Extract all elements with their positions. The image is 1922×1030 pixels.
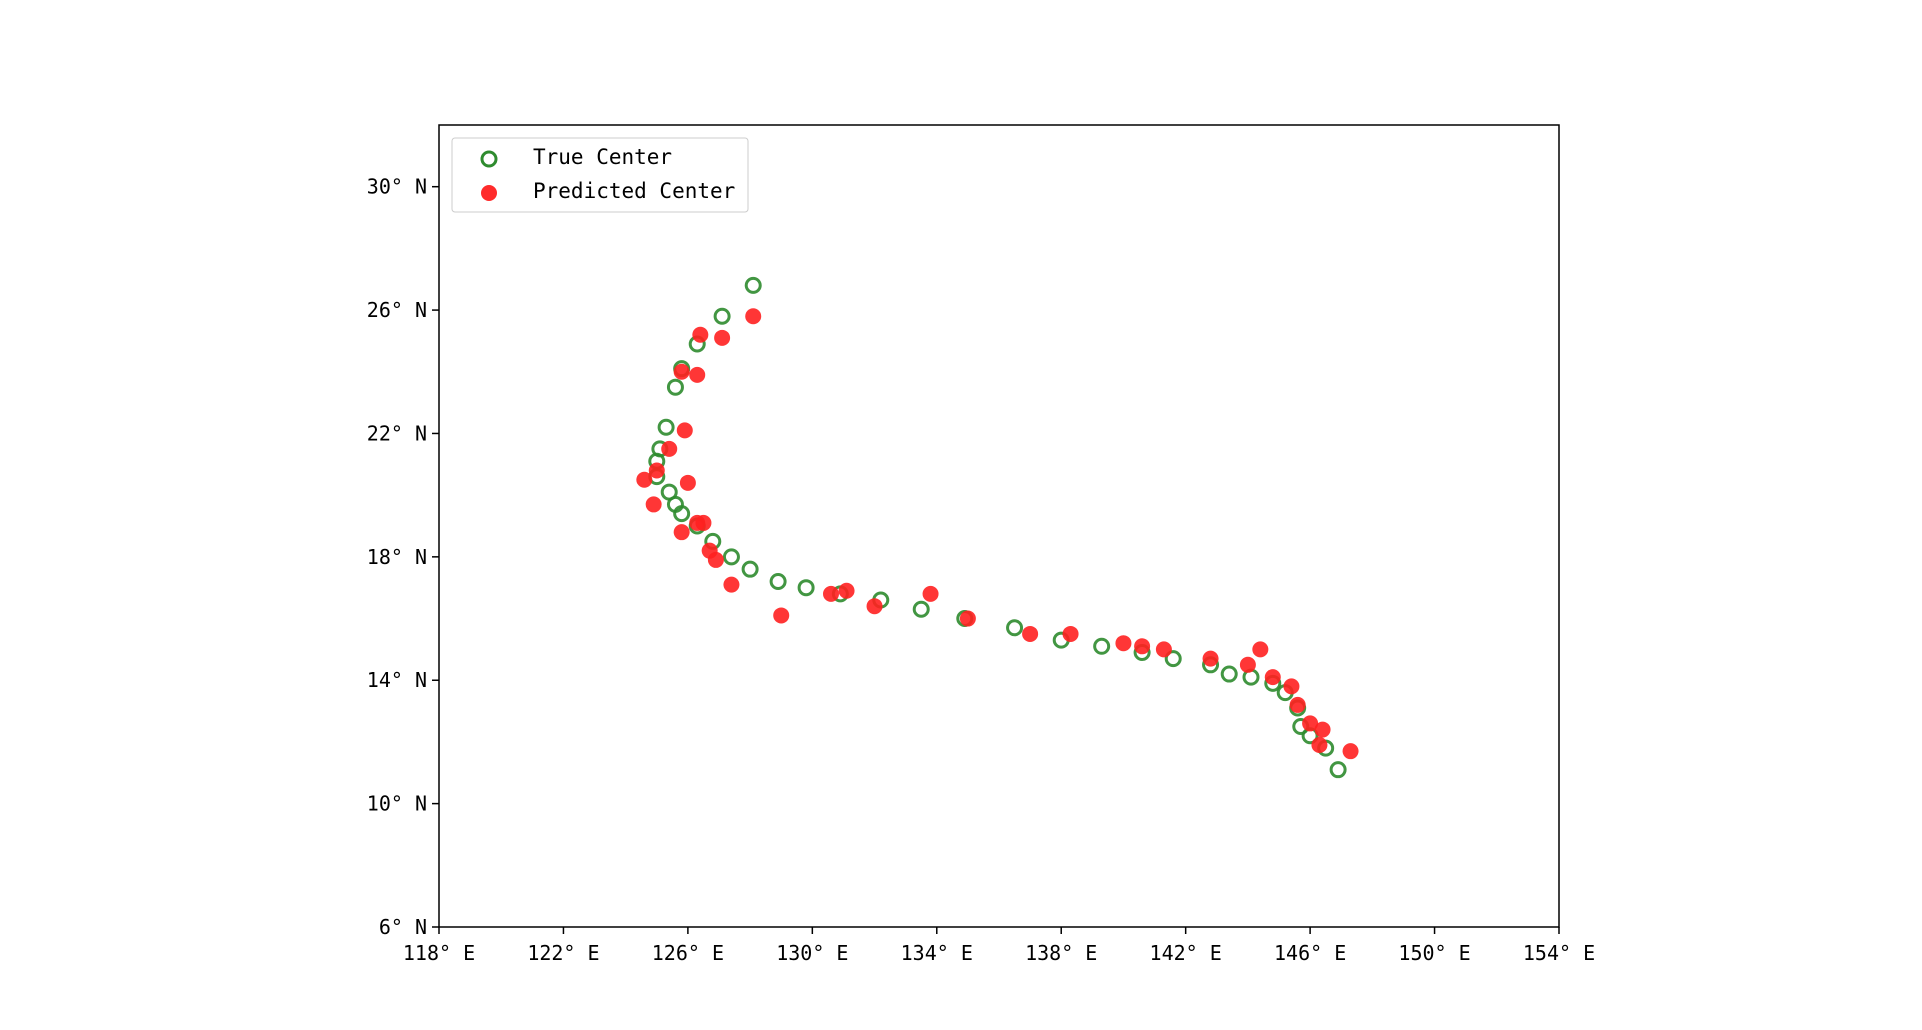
data-point bbox=[673, 363, 690, 380]
data-point bbox=[959, 610, 976, 627]
data-point bbox=[1062, 625, 1079, 642]
axes: 118° E 122° E 126° E 130° E 134° E 138° E 142°… bbox=[367, 175, 1595, 965]
y-tick-label: 30° N bbox=[367, 175, 427, 199]
data-point bbox=[723, 576, 740, 593]
legend: True Center Predicted Center bbox=[451, 137, 749, 213]
data-point bbox=[773, 607, 790, 624]
data-point bbox=[1329, 761, 1347, 779]
legend-marker-true-center bbox=[480, 150, 498, 168]
data-point bbox=[713, 307, 731, 325]
data-point bbox=[769, 573, 787, 591]
data-point bbox=[636, 471, 653, 488]
data-point bbox=[645, 496, 662, 513]
data-point bbox=[666, 378, 684, 396]
x-tick-label: 142° E bbox=[1150, 941, 1222, 965]
x-tick-label: 146° E bbox=[1274, 941, 1346, 965]
y-tick-label: 26° N bbox=[367, 298, 427, 322]
x-tick-label: 122° E bbox=[527, 941, 599, 965]
series-predicted-center bbox=[636, 308, 1359, 760]
data-point bbox=[1006, 619, 1024, 637]
data-point bbox=[692, 326, 709, 343]
y-tick-label: 10° N bbox=[367, 792, 427, 816]
data-point bbox=[797, 579, 815, 597]
y-tick-label: 22° N bbox=[367, 421, 427, 445]
data-point bbox=[1264, 669, 1281, 686]
data-point bbox=[657, 418, 675, 436]
data-point bbox=[823, 585, 839, 602]
y-tick-label: 14° N bbox=[367, 668, 427, 692]
data-point bbox=[714, 329, 731, 346]
x-tick-label: 150° E bbox=[1398, 941, 1470, 965]
legend-label-predicted-center: Predicted Center bbox=[533, 179, 735, 203]
data-point bbox=[722, 548, 740, 566]
x-tick-label: 126° E bbox=[652, 941, 724, 965]
data-point bbox=[1252, 641, 1269, 658]
series-true-center bbox=[648, 276, 1347, 779]
x-tick-label: 130° E bbox=[776, 941, 848, 965]
data-point bbox=[1155, 641, 1172, 658]
plot-frame bbox=[438, 124, 1560, 928]
data-point bbox=[673, 524, 690, 541]
data-point bbox=[676, 422, 693, 439]
data-point bbox=[741, 560, 759, 578]
x-tick-label: 138° E bbox=[1025, 941, 1097, 965]
data-point bbox=[1202, 650, 1219, 667]
data-point bbox=[689, 366, 706, 383]
legend-marker-predicted-center bbox=[481, 185, 497, 201]
data-point bbox=[1093, 637, 1111, 655]
data-marks bbox=[636, 276, 1359, 779]
x-tick-label: 118° E bbox=[403, 941, 475, 965]
y-tick-label: 6° N bbox=[379, 915, 427, 939]
data-point bbox=[866, 598, 883, 615]
data-point bbox=[745, 308, 762, 325]
x-tick-label: 134° E bbox=[901, 941, 973, 965]
data-point bbox=[744, 276, 762, 294]
data-point bbox=[1289, 696, 1306, 713]
data-point bbox=[1115, 635, 1132, 652]
x-tick-label: 154° E bbox=[1523, 941, 1595, 965]
data-point bbox=[912, 600, 930, 618]
data-point bbox=[1311, 737, 1328, 754]
data-point bbox=[1342, 743, 1359, 760]
data-point bbox=[701, 542, 718, 559]
data-point bbox=[679, 474, 696, 491]
legend-box bbox=[451, 137, 749, 213]
data-point bbox=[1302, 715, 1319, 732]
data-point bbox=[689, 514, 706, 531]
data-point bbox=[922, 585, 939, 602]
data-point bbox=[1314, 721, 1331, 738]
data-point bbox=[1164, 650, 1182, 668]
y-tick-label: 18° N bbox=[367, 545, 427, 569]
legend-label-true-center: True Center bbox=[533, 145, 672, 169]
data-point bbox=[660, 483, 678, 501]
data-point bbox=[661, 440, 678, 457]
data-point bbox=[1239, 656, 1256, 673]
data-point bbox=[648, 462, 665, 479]
data-point bbox=[1220, 665, 1238, 683]
data-point bbox=[1283, 678, 1300, 695]
data-point bbox=[1134, 638, 1151, 655]
data-point bbox=[1022, 625, 1039, 642]
data-point bbox=[838, 582, 855, 599]
